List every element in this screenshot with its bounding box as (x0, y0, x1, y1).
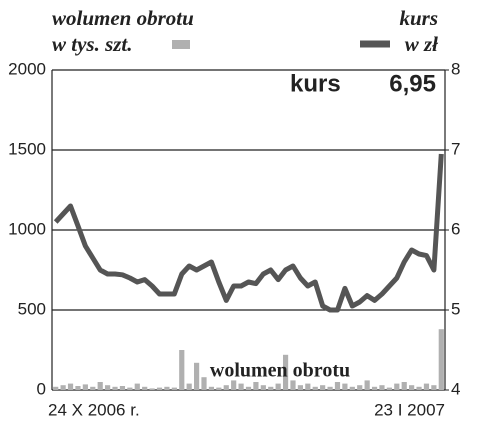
y2-tick-label: 5 (451, 299, 460, 318)
bar (386, 387, 392, 390)
y-tick-label: 1500 (8, 139, 46, 158)
bar (171, 387, 177, 390)
bar (90, 386, 96, 390)
y-tick-label: 2000 (8, 59, 46, 78)
bar (260, 385, 266, 390)
bar (438, 329, 444, 390)
bar (364, 380, 370, 390)
bar (371, 386, 378, 390)
y2-tick-label: 8 (451, 59, 460, 78)
bar (179, 350, 185, 390)
bar (208, 386, 215, 390)
bar (82, 384, 88, 390)
bar (409, 385, 415, 390)
bar (290, 380, 296, 390)
legend-title: kurs (399, 6, 438, 30)
bar (164, 386, 170, 390)
bar (282, 354, 289, 390)
bar (201, 377, 207, 390)
bar (53, 386, 59, 390)
bar (268, 386, 274, 390)
bar (67, 383, 74, 390)
x-tick-label: 23 I 2007 (374, 400, 445, 419)
bar (357, 385, 363, 390)
legend-subtitle: w zł (405, 32, 438, 56)
bar (193, 362, 200, 390)
y2-tick-label: 7 (451, 139, 460, 158)
bar (275, 383, 281, 390)
bar (156, 387, 163, 390)
bar (312, 386, 318, 390)
legend-subtitle: w tys. szt. (52, 32, 133, 56)
y-tick-label: 1000 (8, 219, 46, 238)
bar (394, 383, 400, 390)
value-label: 6,95 (389, 70, 436, 97)
bar (186, 383, 192, 390)
bar (253, 382, 259, 390)
bar (223, 385, 229, 390)
bar (334, 382, 341, 390)
y-tick-label: 500 (18, 299, 46, 318)
bar (431, 385, 437, 390)
bar (416, 386, 422, 390)
bar (97, 382, 103, 390)
bar (112, 386, 118, 390)
bar (238, 383, 244, 390)
y2-tick-label: 6 (451, 219, 460, 238)
bar (134, 383, 140, 390)
bar (423, 383, 430, 390)
y-tick-label: 0 (37, 379, 46, 398)
legend-swatch (172, 40, 190, 49)
bar (379, 385, 385, 390)
bar (297, 385, 304, 390)
bar (320, 385, 326, 390)
legend-title: wolumen obrotu (52, 6, 194, 30)
bar (349, 386, 355, 390)
bar (245, 386, 252, 390)
annotation: wolumen obrotu (210, 360, 350, 382)
bar (60, 385, 66, 390)
x-tick-label: 24 X 2006 r. (48, 400, 140, 419)
bar (216, 387, 222, 390)
bar (327, 386, 333, 390)
bar (127, 387, 133, 390)
bar (105, 385, 111, 390)
bar (401, 382, 407, 390)
bar (119, 386, 126, 390)
bar (142, 386, 148, 390)
bar (342, 383, 348, 390)
bar (231, 380, 237, 390)
bar (75, 386, 81, 390)
bar (305, 383, 311, 390)
price-line (53, 153, 444, 313)
y2-tick-label: 4 (451, 379, 460, 398)
bar (149, 388, 155, 390)
series-name: kurs (290, 70, 341, 97)
